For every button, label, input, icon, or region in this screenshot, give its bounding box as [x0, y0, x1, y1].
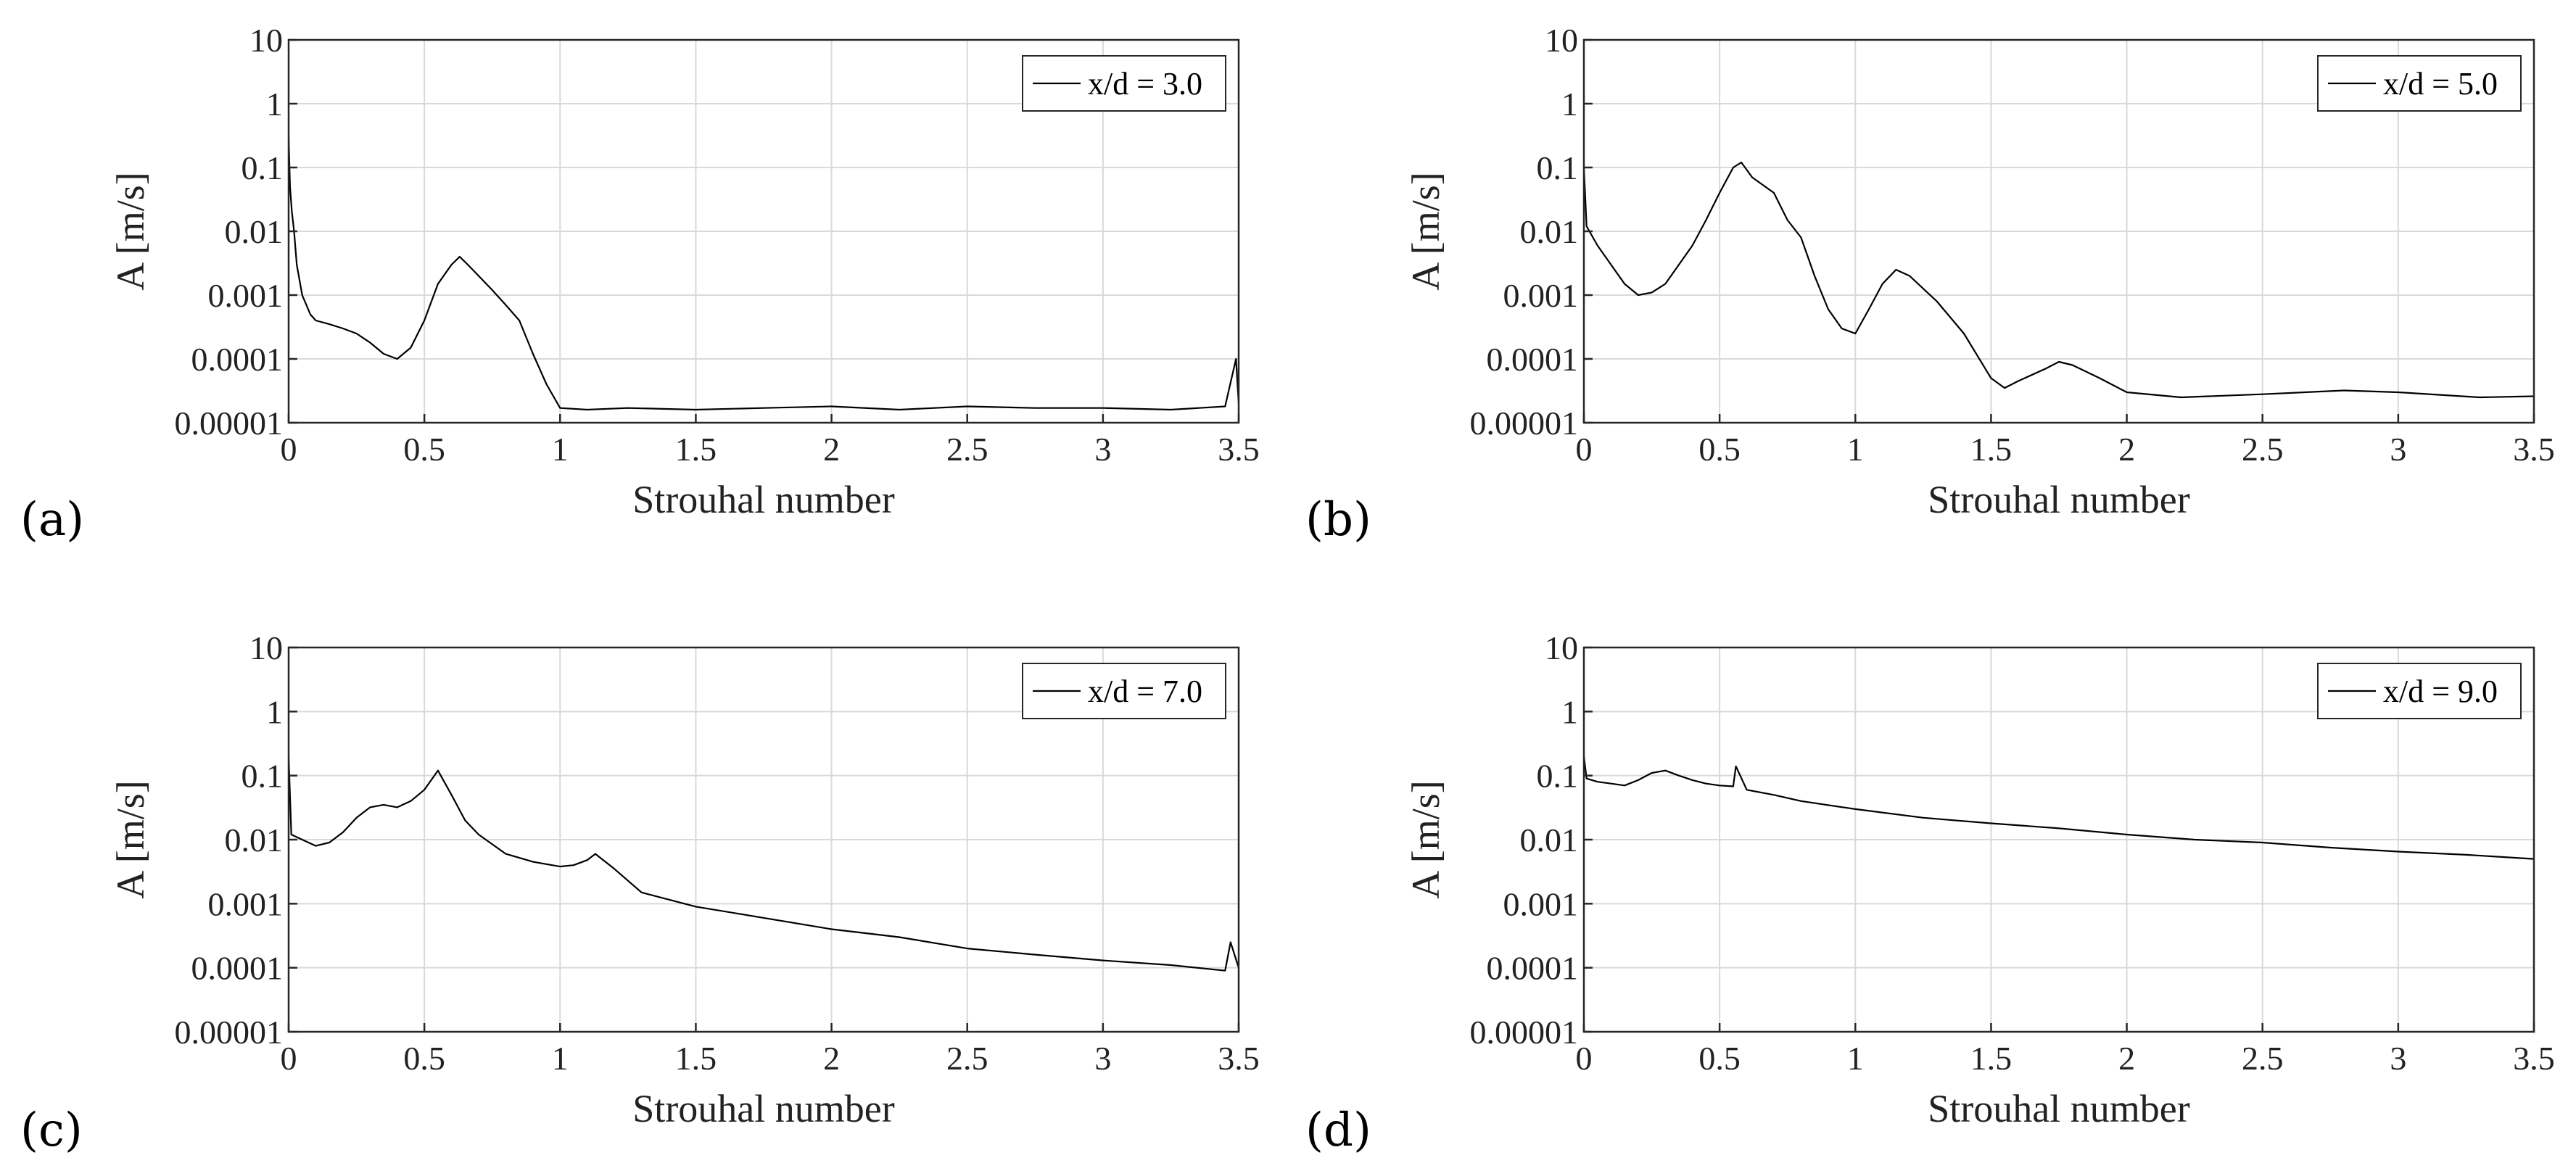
y-tick-label: 0.001	[1503, 277, 1579, 314]
y-tick-label: 0.0001	[191, 341, 284, 378]
y-tick-label: 0.001	[208, 885, 284, 922]
panel-d: 0 0.5 1 1.5 2 2.5 3 3.5 0.00001 0.0001 0.001 0.01 0.…	[1305, 629, 2555, 1157]
legend-label: x/d = 7.0	[1088, 674, 1202, 709]
legend: x/d = 7.0	[1022, 663, 1226, 719]
x-tick-label: 0	[281, 1040, 297, 1077]
panel-tag: (c)	[20, 1104, 83, 1157]
x-tick-label: 1.5	[675, 431, 717, 468]
x-axis-label: Strouhal number	[1928, 1087, 2189, 1130]
y-tick-label: 0.1	[242, 149, 284, 186]
legend-label: x/d = 9.0	[2383, 674, 2498, 709]
series-line-1	[287, 756, 1240, 972]
y-tick-label: 0.01	[1520, 213, 1579, 250]
y-tick-label: 0.00001	[175, 405, 284, 442]
x-tick-label: 0	[281, 431, 297, 468]
legend: x/d = 9.0	[2317, 663, 2522, 719]
x-tick-label: 3.5	[2513, 431, 2555, 468]
y-tick-label: 0.01	[225, 822, 284, 858]
series-line-1	[1582, 161, 2535, 399]
legend-label: x/d = 3.0	[1088, 66, 1202, 102]
x-tick-label: 0.5	[1698, 1040, 1741, 1077]
y-axis-label: A [m/s]	[1404, 780, 1448, 899]
x-tick-label: 0.5	[403, 1040, 445, 1077]
series-line-1	[1582, 756, 2535, 860]
x-tick-label: 1	[1847, 431, 1864, 468]
y-tick-label: 0.01	[225, 213, 284, 250]
panel-b: 0 0.5 1 1.5 2 2.5 3 3.5 0.00001 0.0001 0.001 0.01 0.…	[1305, 22, 2555, 547]
legend: x/d = 5.0	[2317, 55, 2522, 112]
x-tick-label: 3	[1094, 431, 1111, 468]
y-tick-label: 1	[266, 86, 283, 123]
y-tick-label: 1	[266, 693, 283, 730]
panel-tag: (a)	[20, 493, 84, 547]
x-tick-label: 3.5	[2513, 1040, 2555, 1077]
y-tick-label: 0.00001	[1470, 405, 1579, 442]
x-tick-label: 1	[552, 431, 569, 468]
y-tick-label: 0.00001	[1470, 1014, 1579, 1051]
x-tick-label: 2	[823, 431, 840, 468]
panel-tag: (d)	[1305, 1104, 1371, 1157]
x-tick-label: 2.5	[946, 1040, 988, 1077]
x-tick-label: 2.5	[2242, 431, 2284, 468]
y-tick-label: 10	[249, 22, 283, 59]
x-tick-label: 1	[1847, 1040, 1864, 1077]
panel-a: 0 0.5 1 1.5 2 2.5 3 3.5 0.00001 0.0001 0.001 0.01 0.…	[20, 22, 1260, 547]
x-tick-label: 0	[1576, 431, 1593, 468]
x-axis-label: Strouhal number	[1928, 478, 2189, 521]
x-tick-label: 3	[1094, 1040, 1111, 1077]
panel-tag: (b)	[1305, 493, 1371, 547]
x-tick-label: 2	[2118, 431, 2135, 468]
x-tick-label: 2.5	[946, 431, 988, 468]
legend: x/d = 3.0	[1022, 55, 1226, 112]
y-tick-label: 0.001	[1503, 885, 1579, 922]
y-tick-label: 1	[1561, 693, 1578, 730]
legend-label: x/d = 5.0	[2383, 66, 2498, 102]
x-tick-label: 2	[823, 1040, 840, 1077]
y-tick-label: 0.1	[1537, 149, 1579, 186]
x-tick-label: 2	[2118, 1040, 2135, 1077]
x-tick-label: 0	[1576, 1040, 1593, 1077]
y-tick-label: 10	[249, 629, 283, 666]
y-tick-label: 0.0001	[1487, 341, 1579, 378]
x-tick-label: 0.5	[1698, 431, 1741, 468]
x-tick-label: 3	[2390, 431, 2406, 468]
y-tick-label: 0.00001	[175, 1014, 284, 1051]
x-tick-label: 1.5	[1970, 1040, 2012, 1077]
y-tick-label: 0.0001	[191, 950, 284, 987]
y-axis-label: A [m/s]	[109, 172, 152, 291]
x-tick-label: 0.5	[403, 431, 445, 468]
y-tick-label: 0.01	[1520, 822, 1579, 858]
y-tick-label: 0.1	[242, 758, 284, 795]
y-tick-label: 10	[1545, 629, 1578, 666]
series-line-1	[287, 136, 1240, 411]
x-tick-label: 3	[2390, 1040, 2406, 1077]
y-tick-label: 1	[1561, 86, 1578, 123]
x-tick-label: 1.5	[675, 1040, 717, 1077]
y-axis-label: A [m/s]	[109, 780, 152, 899]
panel-c: 0 0.5 1 1.5 2 2.5 3 3.5 0.00001 0.0001 0.001 0.01 0.…	[20, 629, 1260, 1157]
x-tick-label: 2.5	[2242, 1040, 2284, 1077]
x-tick-label: 1	[552, 1040, 569, 1077]
y-tick-label: 0.001	[208, 277, 284, 314]
x-axis-label: Strouhal number	[632, 1087, 894, 1130]
x-tick-label: 1.5	[1970, 431, 2012, 468]
x-tick-label: 3.5	[1218, 431, 1260, 468]
y-tick-label: 0.1	[1537, 758, 1579, 795]
y-axis-label: A [m/s]	[1404, 172, 1448, 291]
y-tick-label: 0.0001	[1487, 950, 1579, 987]
y-tick-label: 10	[1545, 22, 1578, 59]
x-axis-label: Strouhal number	[632, 478, 894, 521]
x-tick-label: 3.5	[1218, 1040, 1260, 1077]
